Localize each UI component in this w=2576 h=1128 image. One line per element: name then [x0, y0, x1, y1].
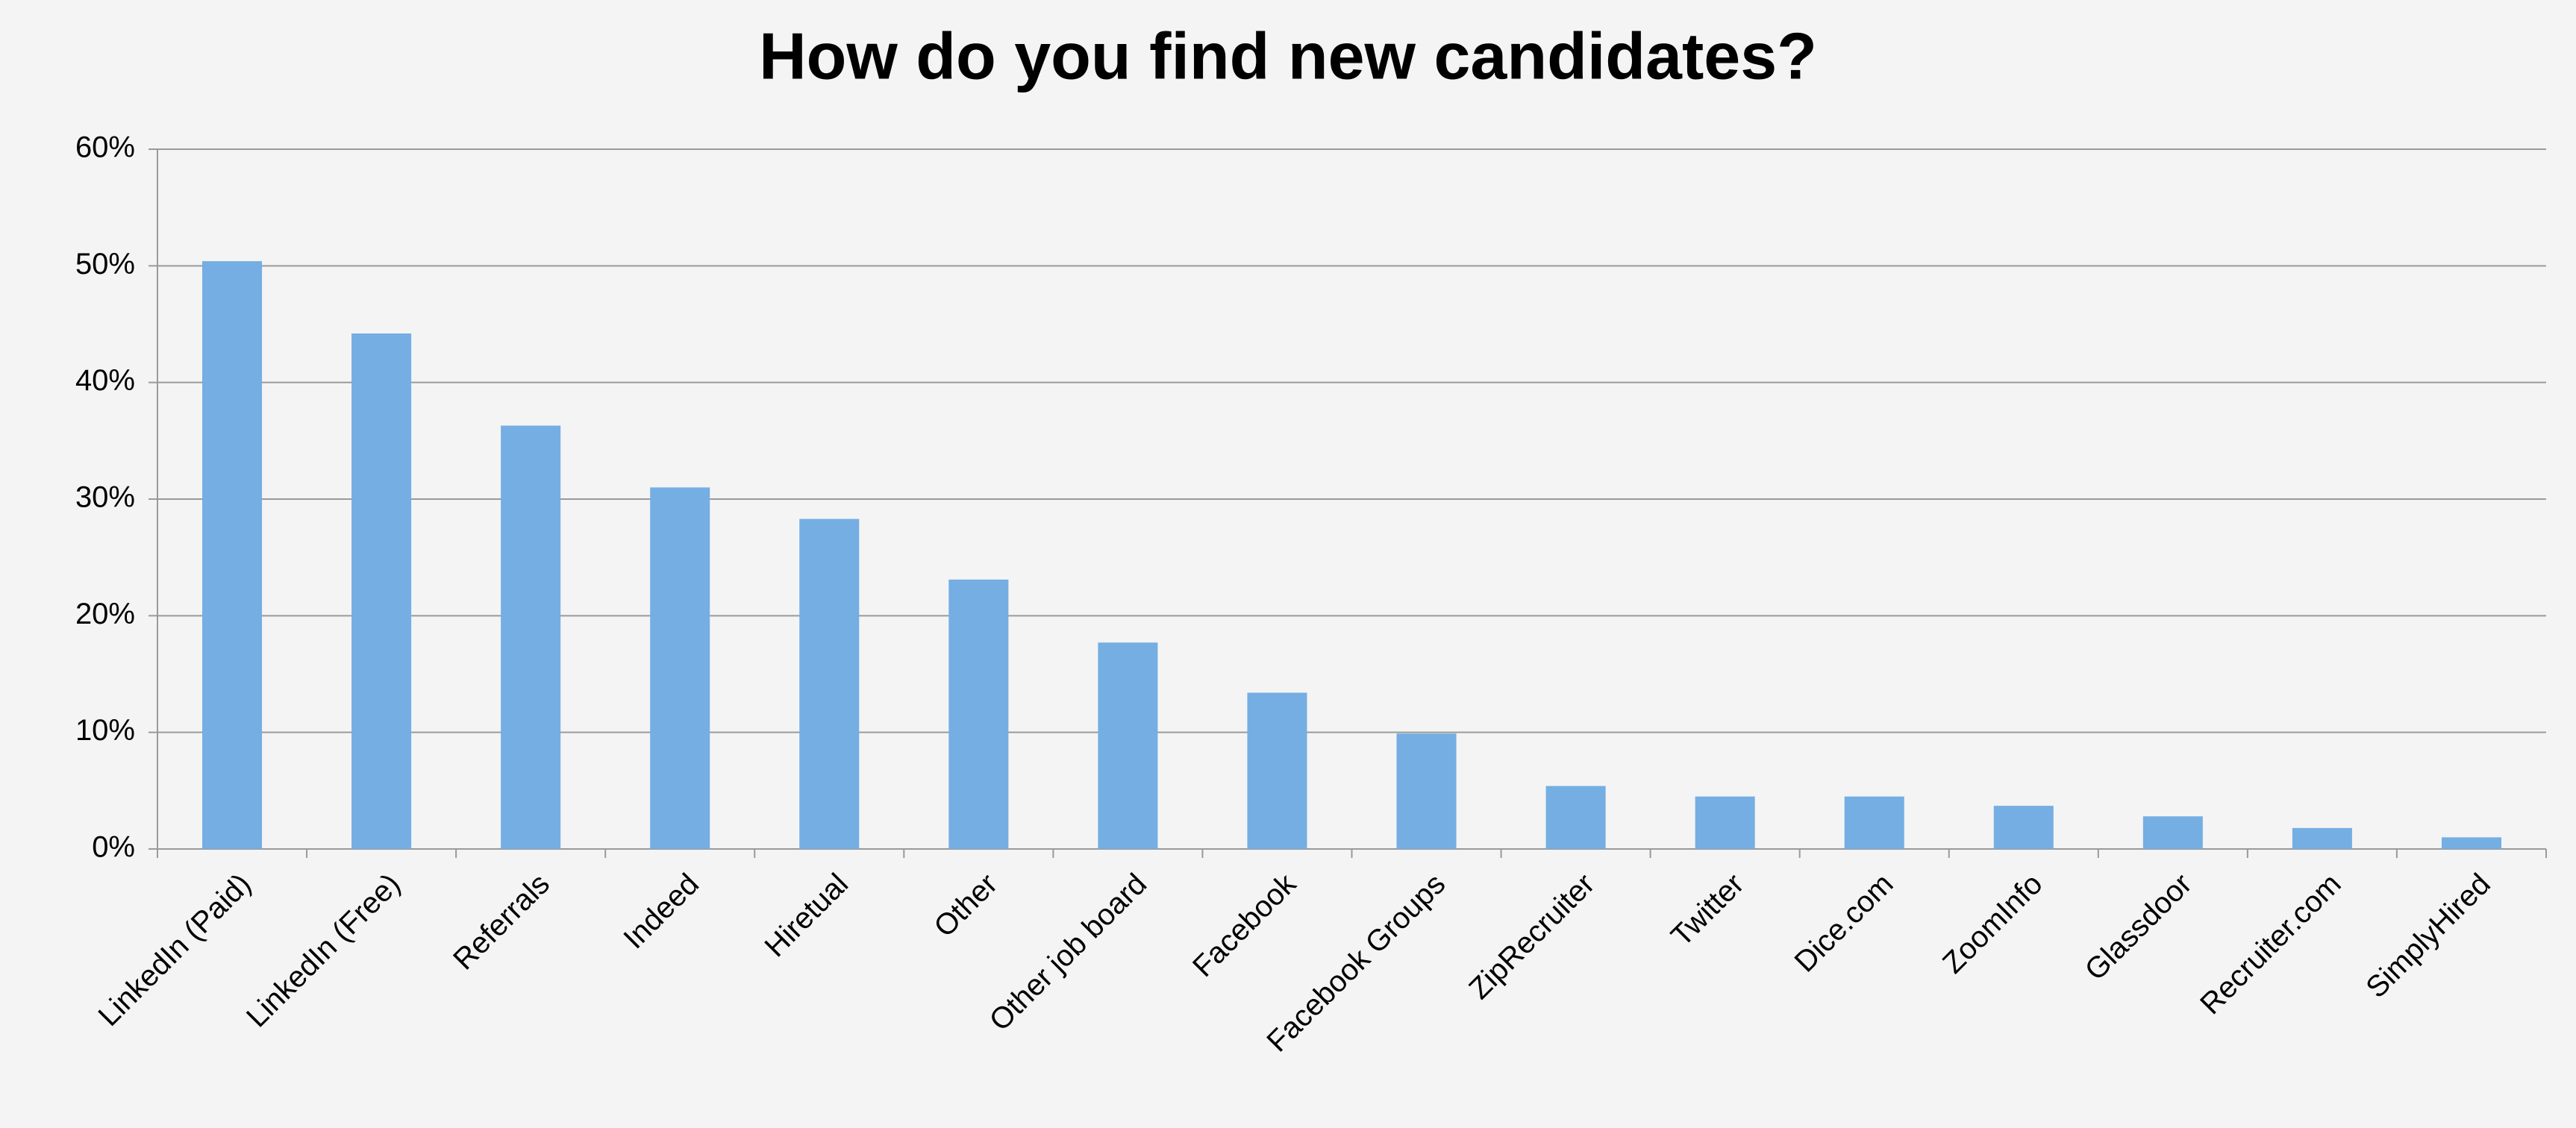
bar [1993, 806, 2054, 849]
y-tick-label: 10% [75, 714, 135, 747]
bar [1098, 642, 1158, 849]
bar [1247, 692, 1307, 849]
bar [1545, 786, 1606, 849]
bar [351, 333, 412, 849]
bar [1844, 796, 1904, 849]
bar [2441, 837, 2501, 849]
y-tick-label: 30% [75, 481, 135, 514]
bar [799, 518, 860, 849]
y-tick-label: 50% [75, 248, 135, 281]
bar [2292, 827, 2352, 849]
bar [1695, 796, 1755, 849]
y-tick-label: 20% [75, 598, 135, 630]
bar [202, 261, 263, 850]
bar [501, 425, 561, 849]
y-tick-label: 40% [75, 364, 135, 397]
bar [2142, 816, 2203, 849]
bar [1396, 733, 1457, 849]
chart-title: How do you find new candidates? [759, 19, 1817, 93]
bar [948, 579, 1009, 849]
y-tick-label: 60% [75, 131, 135, 164]
bar [650, 487, 710, 849]
y-tick-label: 0% [92, 831, 135, 864]
